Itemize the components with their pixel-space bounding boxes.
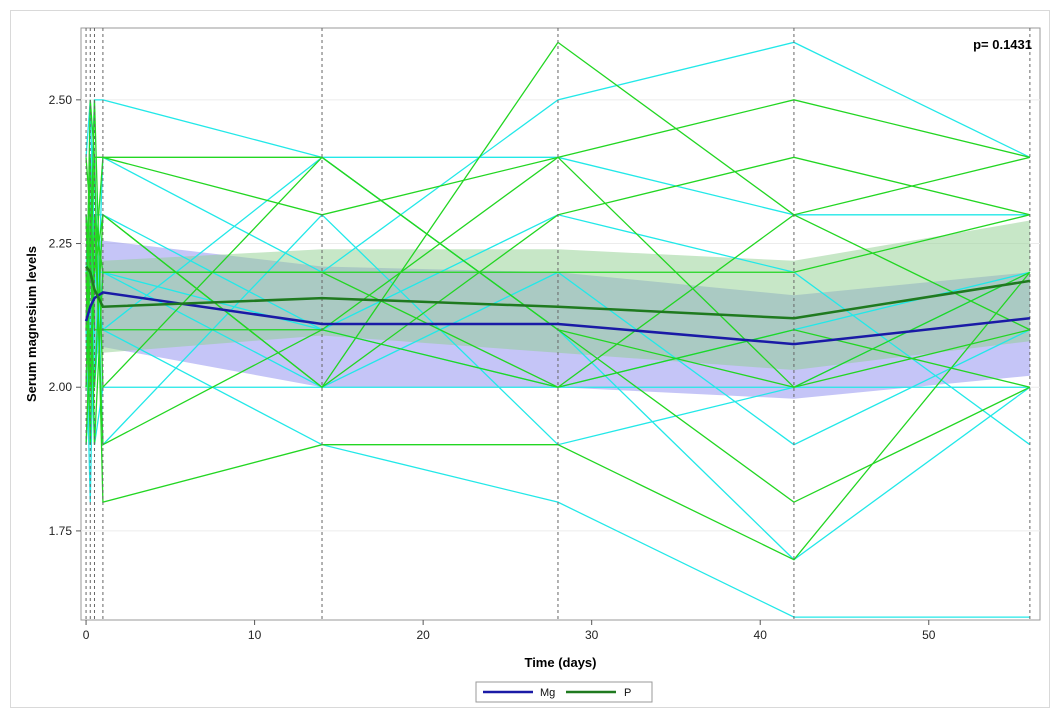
mean-line-mg bbox=[84, 291, 1031, 346]
legend-p-label: P bbox=[624, 687, 631, 699]
reference-lines bbox=[85, 28, 1031, 620]
individual-line-cyan bbox=[85, 99, 1031, 561]
y-axis-ticks: 1.75 2.00 2.25 2.50 bbox=[49, 93, 81, 538]
x-tick-label: 0 bbox=[83, 628, 90, 642]
mean-lines bbox=[84, 265, 1031, 346]
individual-line-green bbox=[85, 99, 1031, 330]
x-tick-label: 20 bbox=[416, 628, 430, 642]
p-value-annotation: p= 0.1431 bbox=[973, 37, 1032, 52]
legend-mg-label: Mg bbox=[540, 687, 555, 699]
individual-line-green bbox=[85, 156, 1031, 446]
x-axis-ticks: 0 10 20 30 40 50 bbox=[83, 620, 936, 642]
legend-box bbox=[475, 681, 653, 703]
y-tick-label: 1.75 bbox=[49, 524, 73, 538]
x-tick-label: 40 bbox=[754, 628, 768, 642]
individual-line-green bbox=[85, 156, 1031, 388]
y-tick-label: 2.25 bbox=[49, 237, 73, 251]
y-tick-label: 2.00 bbox=[49, 380, 73, 394]
legend: Mg P bbox=[475, 681, 653, 703]
individual-line-green bbox=[85, 156, 1031, 388]
x-axis-title: Time (days) bbox=[524, 655, 596, 670]
y-axis-title: Serum magnesium levels bbox=[24, 246, 39, 402]
individual-lines bbox=[85, 41, 1031, 618]
mean-line-p bbox=[85, 265, 1031, 320]
x-tick-label: 10 bbox=[248, 628, 262, 642]
x-tick-label: 50 bbox=[922, 628, 936, 642]
y-tick-label: 2.50 bbox=[49, 93, 73, 107]
plot-area bbox=[80, 27, 1041, 621]
individual-line-green bbox=[85, 157, 1031, 388]
individual-line-green bbox=[85, 157, 1031, 561]
x-tick-label: 30 bbox=[585, 628, 599, 642]
